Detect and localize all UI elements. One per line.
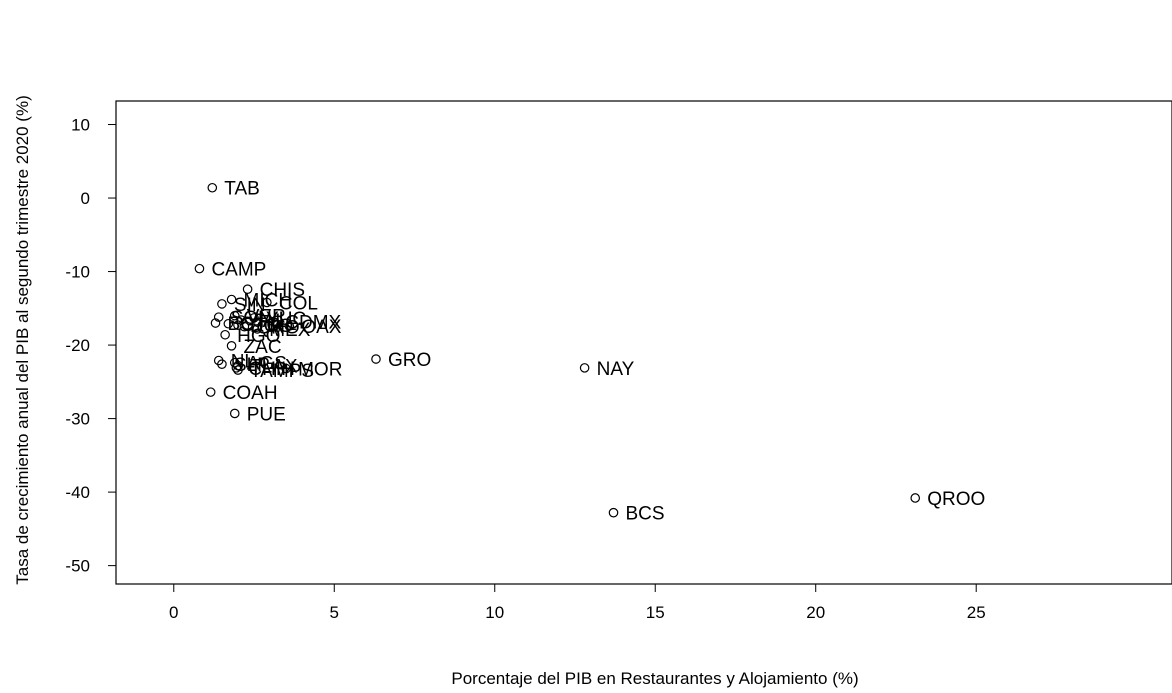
data-point-label: ZAC	[244, 337, 282, 358]
x-tick-label: 15	[646, 603, 665, 622]
x-axis-title: Porcentaje del PIB en Restaurantes y Alo…	[451, 669, 858, 688]
data-point-label: GRO	[388, 350, 431, 371]
data-point	[229, 408, 240, 419]
data-point	[231, 363, 242, 373]
data-point	[226, 341, 237, 351]
data-point	[194, 263, 205, 274]
data-point-label: MICH	[244, 290, 293, 311]
data-point-label: BCS	[626, 504, 665, 525]
data-point-label: HGO	[237, 326, 280, 347]
data-point-label: NAY	[597, 359, 635, 380]
data-point	[371, 354, 381, 364]
x-tick-label: 10	[485, 603, 504, 622]
data-point-label: VER	[247, 307, 286, 328]
y-tick-label: -50	[65, 557, 90, 576]
data-point	[252, 324, 263, 334]
data-point	[608, 507, 619, 518]
x-tick-label: 20	[806, 603, 825, 622]
x-tick-label: 5	[330, 603, 339, 622]
data-point	[268, 316, 279, 327]
y-tick-label: -30	[65, 410, 90, 429]
data-point-label: TAMPS	[250, 361, 314, 382]
data-point	[226, 294, 237, 305]
y-tick-label: -40	[65, 483, 90, 502]
data-point-label: SIN	[234, 295, 266, 316]
data-point-label: GTO	[240, 315, 281, 336]
data-point-label: TAB	[224, 179, 260, 200]
data-point-label: NL	[231, 352, 255, 373]
y-axis: 10 0 -10 -20 -30 -40 -50	[65, 116, 116, 576]
y-tick-label: -20	[65, 336, 90, 355]
data-point	[249, 313, 259, 323]
x-tick-label: 25	[967, 603, 986, 622]
data-point	[239, 321, 250, 332]
data-point-label: OAX	[301, 317, 341, 338]
plot-area-frame	[115, 100, 1172, 585]
data-point	[223, 318, 234, 329]
y-tick-label: 0	[81, 189, 90, 208]
data-point-label: COAH	[223, 383, 278, 404]
data-point-label: CDMX	[285, 313, 341, 334]
data-point-label: QROO	[927, 489, 985, 510]
data-point-label: PUE	[247, 404, 286, 425]
data-point-label: CAMP	[211, 260, 266, 281]
data-point	[281, 363, 291, 374]
data-point	[217, 299, 227, 309]
data-point	[242, 284, 253, 295]
data-point-label: SLP	[234, 355, 270, 376]
y-axis-title: Tasa de crecimiento anual del PIB al seg…	[13, 95, 32, 584]
data-point-label: MOR	[298, 360, 342, 381]
data-point	[284, 321, 295, 331]
data-point-label: AGS	[247, 354, 287, 375]
x-tick-label: 0	[169, 603, 178, 622]
data-point-label: COL	[279, 293, 318, 314]
x-axis: 0 5 10 15 20 25	[169, 584, 986, 622]
y-tick-label: 10	[71, 116, 90, 135]
data-point	[262, 297, 272, 308]
data-point	[233, 360, 243, 371]
data-point	[229, 310, 240, 321]
data-point	[910, 493, 921, 503]
data-point	[220, 329, 230, 340]
data-point-label: CHIH	[248, 359, 294, 380]
data-point-label: CHIS	[260, 280, 305, 301]
data-point	[213, 312, 224, 322]
data-point-label: QRO	[256, 318, 299, 339]
data-point	[207, 182, 218, 193]
data-point	[233, 365, 243, 375]
data-point	[210, 318, 221, 328]
data-point	[217, 359, 227, 369]
data-point	[579, 363, 590, 373]
y-tick-label: -10	[65, 263, 90, 282]
data-point	[233, 320, 243, 331]
data-point	[205, 387, 216, 397]
